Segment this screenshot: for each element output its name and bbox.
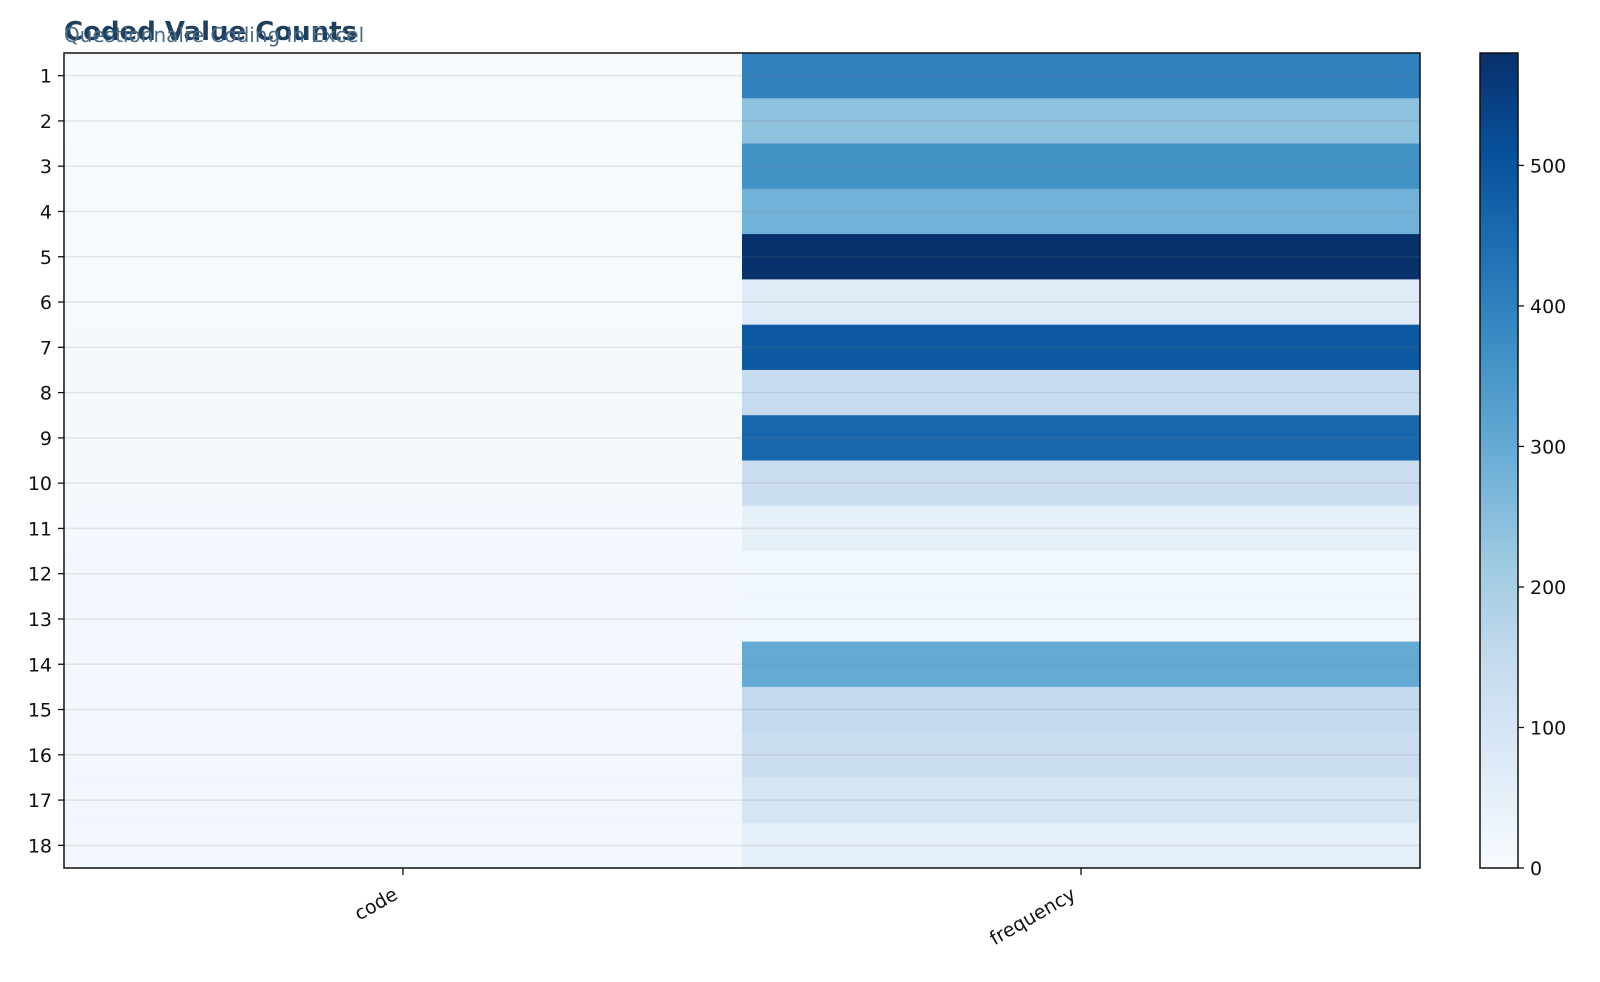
heatmap-cell [64,279,743,326]
heatmap-cell [64,188,743,235]
colorbar-axis: 0 100 200 300 400 500 [1518,155,1566,880]
heatmap-cell [742,98,1421,145]
heatmap-cell [742,641,1421,688]
y-tick-label: 15 [28,700,52,722]
heatmap-cell [742,279,1421,326]
y-tick-label: 3 [40,156,52,178]
y-tick-label: 17 [28,790,52,812]
heatmap-cell [64,551,743,597]
y-tick-label: 16 [28,745,52,767]
heatmap-cell [64,460,743,507]
y-tick-label: 2 [40,111,52,133]
chart-subtitle: Questionnaire Coding in Excel [64,23,364,47]
heatmap-cell [64,324,743,371]
y-tick-label: 8 [40,383,52,405]
colorbar-tick-label: 0 [1530,858,1542,880]
heatmap-cell [742,369,1421,416]
x-tick-label: frequency [986,883,1080,950]
colorbar-tick-label: 200 [1530,577,1566,599]
colorbar-tick-label: 400 [1530,296,1566,318]
colorbar-tick-label: 100 [1530,717,1566,739]
heatmap-cell [64,369,743,416]
heatmap-cell [64,98,743,145]
heatmap-cell [64,822,743,869]
heatmap-cell [64,53,743,99]
heatmap-cell [64,415,743,461]
x-axis: code frequency [351,868,1082,950]
heatmap-cell [742,505,1421,552]
heatmap-cell [742,143,1421,190]
heatmap-cell [742,460,1421,507]
heatmap-cell [64,777,743,824]
y-tick-label: 11 [28,518,52,540]
row-gridlines [64,74,1420,847]
y-tick-label: 14 [28,654,52,676]
heatmap-cell [64,732,743,778]
heatmap-cell [64,641,743,688]
heatmap-cell [742,777,1421,824]
heatmap-cell [742,324,1421,371]
heatmap-cell [742,822,1421,869]
y-tick-label: 6 [40,292,52,314]
y-tick-label: 4 [40,201,52,223]
heatmap-cell [742,188,1421,235]
heatmap-cell [742,686,1421,733]
heatmap-cell [742,551,1421,597]
y-tick-label: 5 [40,247,52,269]
y-tick-label: 18 [28,835,52,857]
x-tick-label: code [351,883,402,925]
heatmap-cells [64,53,1421,869]
colorbar-tick-label: 300 [1530,436,1566,458]
y-tick-label: 1 [40,66,52,88]
y-tick-label: 12 [28,564,52,586]
heatmap-cell [742,415,1421,461]
colorbar [1479,52,1519,869]
y-tick-label: 9 [40,428,52,450]
heatmap-cell [64,686,743,733]
chart-title: Coded Value Counts [64,17,357,47]
heatmap-cell [64,505,743,552]
y-tick-label: 13 [28,609,52,631]
heatmap-cell [64,234,743,280]
heatmap-cell [742,596,1421,643]
heatmap-cell [742,234,1421,280]
colorbar-tick-label: 500 [1530,155,1566,177]
heatmap-cell [64,143,743,190]
heatmap-cell [742,53,1421,99]
y-tick-label: 7 [40,337,52,359]
heatmap-cell [64,596,743,643]
heatmap-cell [742,732,1421,778]
plot-frame [63,52,1421,869]
y-tick-label: 10 [28,473,52,495]
